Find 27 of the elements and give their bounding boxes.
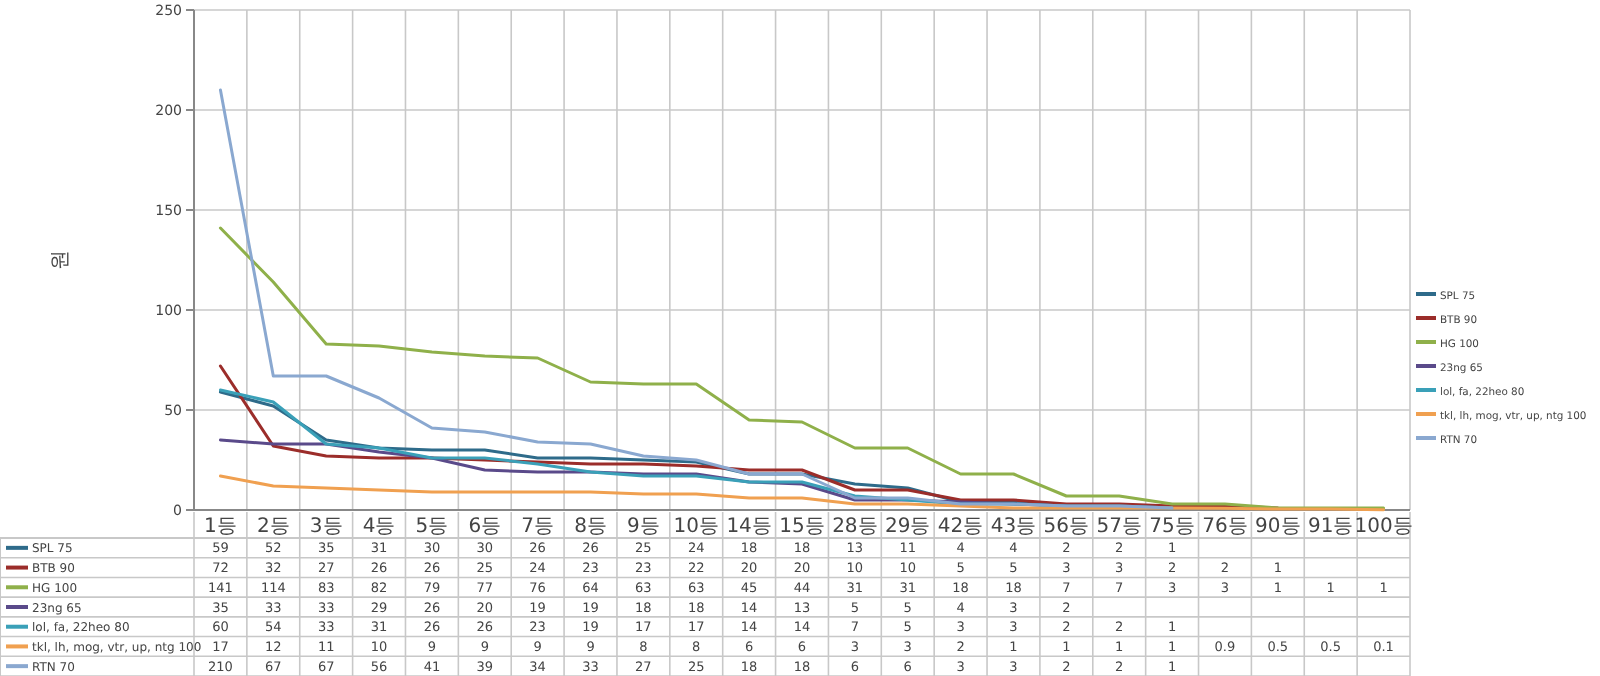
x-tick-label: 56등 xyxy=(1043,516,1090,538)
x-tick-label: 6등 xyxy=(468,516,502,538)
line-series xyxy=(218,474,1386,512)
x-tick-label: 9등 xyxy=(627,516,660,538)
x-tick-label: 15등 xyxy=(779,516,825,538)
x-tick-label: 91등 xyxy=(1307,516,1354,538)
x-tick-label: 4등 xyxy=(362,516,396,538)
x-tick-label: 14등 xyxy=(726,516,772,538)
x-tick-label: 76등 xyxy=(1202,516,1248,538)
x-tick-label: 10등 xyxy=(673,516,719,538)
x-tick-label: 1등 xyxy=(204,516,237,538)
x-tick-label: 7등 xyxy=(521,516,555,538)
x-tick-label: 57등 xyxy=(1096,516,1142,538)
y-axis-title: 원 xyxy=(50,250,72,270)
x-tick-label: 43등 xyxy=(990,516,1037,538)
x-tick-label: 8등 xyxy=(574,516,607,538)
x-tick-label: 75등 xyxy=(1149,516,1195,538)
x-tick-label: 5등 xyxy=(415,516,449,538)
x-tick-label: 2등 xyxy=(256,516,290,538)
x-tick-label: 90등 xyxy=(1255,516,1301,538)
x-tick-label: 3등 xyxy=(309,516,343,538)
x-tick-label: 28등 xyxy=(832,516,878,538)
x-tick-label: 29등 xyxy=(885,516,931,538)
line-series xyxy=(218,226,1386,510)
x-tick-label: 100등 xyxy=(1354,516,1413,538)
line-series xyxy=(218,88,1174,510)
x-tick-label: 42등 xyxy=(937,516,984,538)
